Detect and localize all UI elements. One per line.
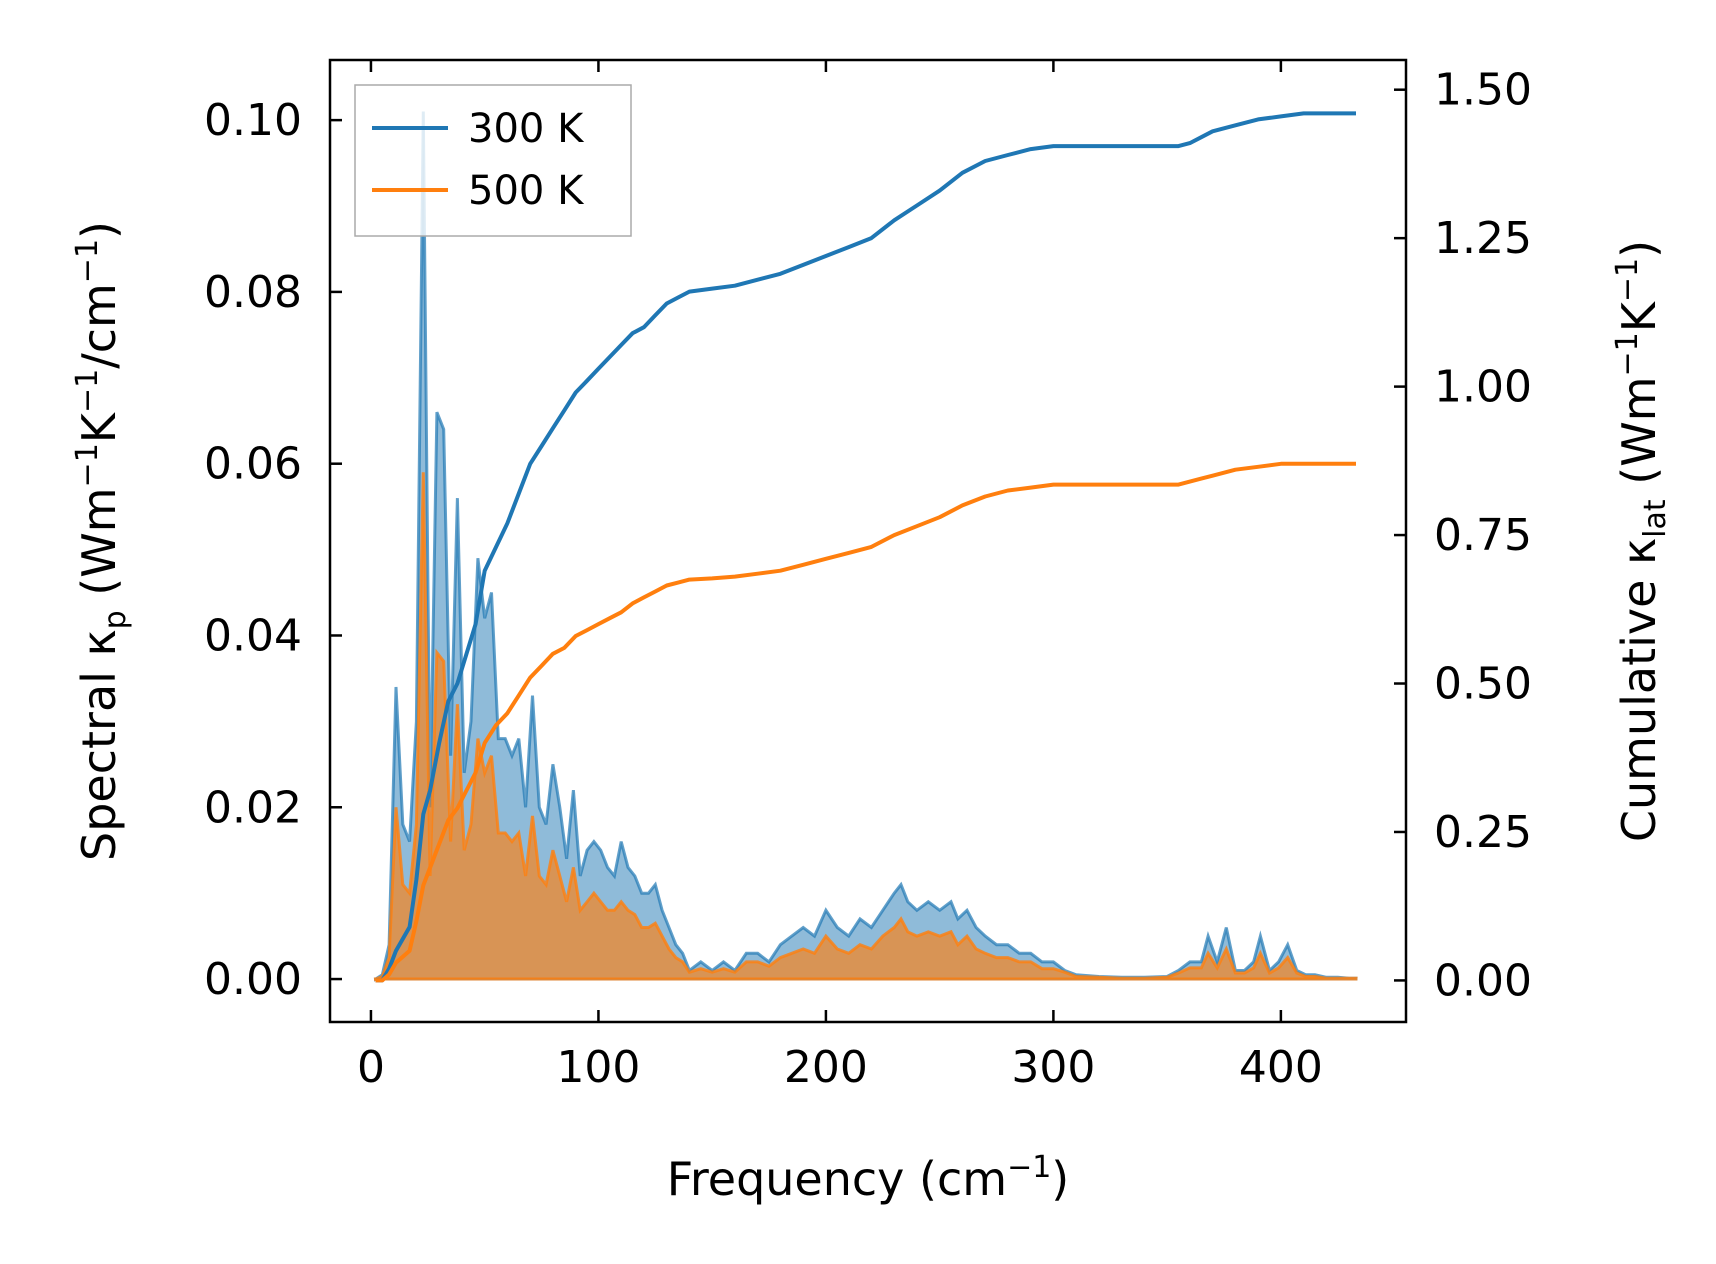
y-tick-label-right: 1.25 [1434,213,1532,264]
y-tick-label-left: 0.00 [204,954,302,1005]
y-tick-label-left: 0.02 [204,782,302,833]
y-tick-label-right: 0.75 [1434,510,1532,561]
y-tick-label-right: 0.50 [1434,659,1532,710]
spectral-fill-areas [373,111,1358,982]
cumulative-lines [375,111,1356,983]
cumulative-line-500k [375,461,1356,983]
y-tick-label-right: 1.50 [1434,65,1532,116]
axis-ticks: 0 100 200 300 400 0.00 0.02 0.04 0.06 0.08 0.10 0.0… [204,60,1532,1093]
legend-label-500k: 500 K [468,168,585,214]
y-axis-label-right: Cumulative κlat (Wm−1K−1) [1610,240,1673,842]
x-axis-label: Frequency (cm−1) [667,1150,1070,1206]
x-tick-label: 400 [1239,1042,1323,1093]
cumulative-line-300k [375,111,1356,983]
y-tick-label-right: 0.00 [1434,955,1532,1006]
y-tick-label-left: 0.04 [204,610,302,661]
x-tick-label: 0 [357,1042,385,1093]
x-tick-label: 300 [1011,1042,1095,1093]
y-tick-label-left: 0.06 [204,439,302,490]
y-tick-label-right: 1.00 [1434,362,1532,413]
x-tick-label: 100 [556,1042,640,1093]
y-tick-label-left: 0.08 [204,267,302,318]
y-axis-label-left: Spectral κp (Wm−1K−1/cm−1) [70,221,133,861]
legend-label-300k: 300 K [468,106,585,152]
plot-frame [328,58,1408,1024]
legend: 300 K 500 K [354,84,632,237]
legend-box [354,84,632,237]
y-tick-label-right: 0.25 [1434,807,1532,858]
spectral-area-500k [373,472,1358,982]
y-tick-label-left: 0.10 [204,95,302,146]
x-tick-label: 200 [784,1042,868,1093]
